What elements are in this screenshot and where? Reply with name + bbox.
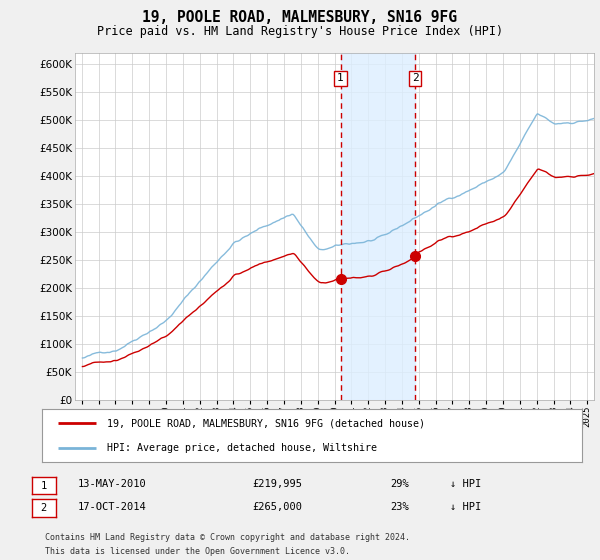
Text: 23%: 23% — [390, 502, 409, 512]
Text: £219,995: £219,995 — [252, 479, 302, 489]
Text: 1: 1 — [41, 480, 47, 491]
Text: Contains HM Land Registry data © Crown copyright and database right 2024.: Contains HM Land Registry data © Crown c… — [45, 533, 410, 542]
Text: 19, POOLE ROAD, MALMESBURY, SN16 9FG (detached house): 19, POOLE ROAD, MALMESBURY, SN16 9FG (de… — [107, 418, 425, 428]
Text: This data is licensed under the Open Government Licence v3.0.: This data is licensed under the Open Gov… — [45, 547, 350, 556]
Text: £265,000: £265,000 — [252, 502, 302, 512]
Text: 17-OCT-2014: 17-OCT-2014 — [78, 502, 147, 512]
Text: ↓ HPI: ↓ HPI — [450, 479, 481, 489]
Text: 13-MAY-2010: 13-MAY-2010 — [78, 479, 147, 489]
Bar — [341, 53, 415, 400]
Text: Price paid vs. HM Land Registry's House Price Index (HPI): Price paid vs. HM Land Registry's House … — [97, 25, 503, 38]
Text: 2: 2 — [41, 503, 47, 513]
Text: 19, POOLE ROAD, MALMESBURY, SN16 9FG: 19, POOLE ROAD, MALMESBURY, SN16 9FG — [143, 10, 458, 25]
Text: 2: 2 — [412, 73, 419, 83]
Text: ↓ HPI: ↓ HPI — [450, 502, 481, 512]
Text: HPI: Average price, detached house, Wiltshire: HPI: Average price, detached house, Wilt… — [107, 442, 377, 452]
Text: 29%: 29% — [390, 479, 409, 489]
Text: 1: 1 — [337, 73, 344, 83]
